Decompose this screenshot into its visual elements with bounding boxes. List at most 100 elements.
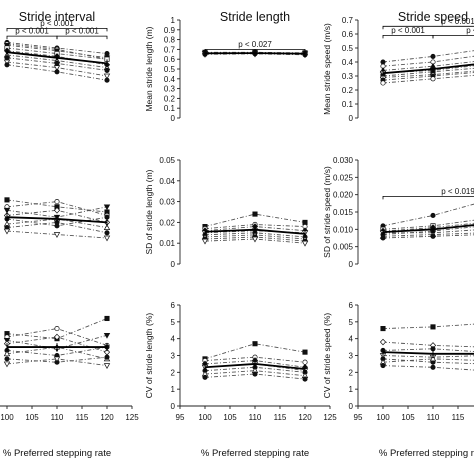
subject-line (382, 61, 474, 71)
significance-label: p < 0.001 (466, 26, 474, 35)
subject-line (382, 72, 474, 81)
subject-line (382, 358, 474, 363)
panel-title: Stride length (220, 10, 290, 24)
panel-p22: 0 1 2 3 4 5 6 CV of stride speed (%) 95 100 105 110… (322, 301, 474, 459)
data-point (4, 62, 10, 68)
x-tick-label: 100 (198, 413, 212, 422)
x-tick-label: 115 (76, 413, 89, 422)
significance-bracket (56, 35, 108, 40)
data-point (252, 371, 258, 377)
y-tick-label: 0.010 (333, 225, 354, 234)
data-point (430, 233, 436, 239)
y-tick-label: 2 (349, 368, 354, 377)
x-tick-label: 105 (25, 413, 39, 422)
y-tick-label: 4 (349, 335, 354, 344)
y-tick-label: 0.020 (333, 191, 354, 200)
data-point (53, 232, 61, 238)
subject-line (204, 53, 306, 56)
data-point (103, 363, 111, 370)
data-point (379, 338, 387, 346)
data-point (54, 199, 60, 205)
significance-label: p < 0.027 (238, 40, 272, 49)
data-point (104, 354, 110, 360)
y-tick-label: 0.9 (164, 26, 176, 35)
y-tick-label: 6 (171, 301, 176, 310)
data-point (380, 80, 386, 86)
data-point (103, 224, 111, 230)
y-tick-label: 0.015 (333, 208, 354, 217)
subject-line (382, 232, 474, 237)
y-tick-label: 0.6 (342, 30, 354, 39)
subject-line (382, 203, 474, 227)
subject-line (6, 43, 108, 60)
significance-bracket (432, 35, 474, 39)
subject-line (6, 221, 108, 234)
data-point (301, 240, 309, 247)
data-point (104, 230, 110, 236)
subject-line (204, 366, 306, 373)
panel-title: Stride interval (19, 10, 95, 24)
y-tick-label: 0.1 (164, 104, 176, 113)
panel-p21: 0 1 2 3 4 5 6 CV of stride length (%) 95 100 105 11… (144, 301, 337, 459)
data-point (380, 235, 386, 241)
subject-line (204, 238, 306, 244)
data-point (302, 359, 308, 365)
data-point (380, 59, 386, 65)
mean-line (382, 351, 474, 355)
y-axis-label: CV of stride speed (%) (322, 313, 332, 399)
subject-line (6, 216, 108, 227)
x-tick-label: 105 (223, 413, 237, 422)
data-point (430, 76, 436, 82)
subject-line (6, 230, 108, 239)
subject-line (382, 222, 474, 232)
data-point (54, 69, 60, 75)
data-point (429, 355, 437, 362)
y-tick-label: 0 (349, 260, 354, 269)
significance-bracket (6, 28, 108, 32)
data-point (202, 374, 208, 380)
subject-line (382, 365, 474, 371)
significance-label: p < 0.019 (441, 187, 474, 196)
subject-line (6, 206, 108, 218)
data-point (302, 349, 308, 355)
y-tick-label: 0.5 (164, 65, 176, 74)
subject-line (382, 323, 474, 330)
significance-label: p < 0.001 (15, 27, 49, 36)
x-tick-label: 120 (298, 413, 312, 422)
y-tick-label: 0.4 (164, 75, 176, 84)
y-tick-label: 0.4 (342, 58, 354, 67)
y-tick-label: 0 (171, 402, 176, 411)
subject-line (6, 356, 108, 363)
y-tick-label: 0.03 (159, 198, 175, 207)
subject-line (204, 356, 306, 363)
y-tick-label: 0.04 (159, 177, 175, 186)
y-tick-label: 0.7 (342, 16, 354, 25)
y-axis-label: SD of stride length (m) (144, 169, 154, 254)
y-tick-label: 4 (171, 335, 176, 344)
subject-line (6, 47, 108, 60)
x-tick-label: 95 (176, 413, 185, 422)
y-tick-label: 0.01 (159, 239, 175, 248)
subject-line (382, 358, 474, 365)
data-point (430, 324, 436, 330)
y-axis-label: Mean stride speed (m/s) (322, 23, 332, 115)
x-axis-label: % Preferred stepping rate (3, 448, 111, 459)
subject-line (382, 74, 474, 84)
data-point (53, 356, 61, 363)
subject-line (382, 219, 474, 230)
data-point (54, 326, 60, 332)
y-tick-label: 0.005 (333, 243, 354, 252)
data-point (302, 219, 308, 225)
y-tick-label: 0.7 (164, 45, 176, 54)
subject-line (6, 201, 108, 216)
significance-label: p < 0.001 (40, 19, 74, 28)
y-tick-label: 0.5 (342, 44, 354, 53)
subject-line (204, 363, 306, 372)
x-tick-label: 115 (274, 413, 287, 422)
data-point (54, 60, 60, 66)
subject-line (6, 57, 108, 71)
panel-p01: 00.10.20.30.40.50.60.70.80.91 Mean stride… (144, 10, 309, 123)
subject-line (6, 54, 108, 69)
subject-line (382, 226, 474, 235)
